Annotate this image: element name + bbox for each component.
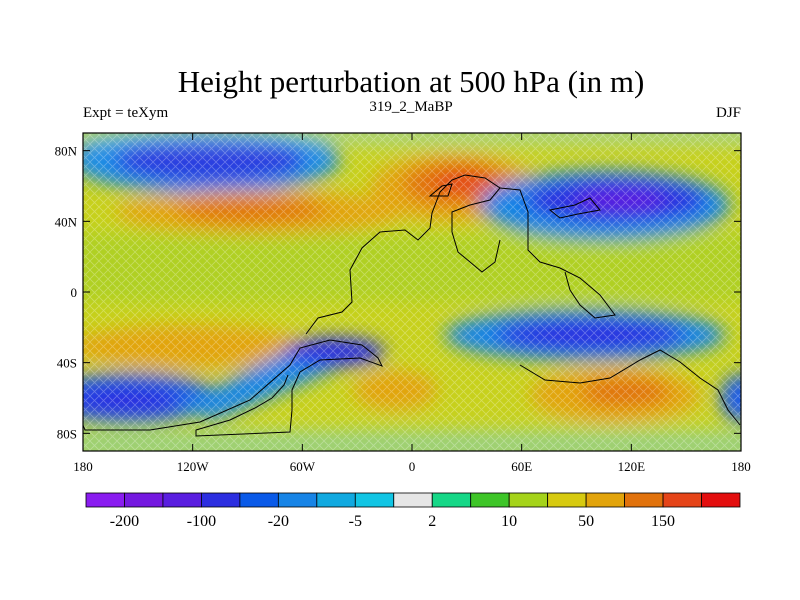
colorbar-swatch (124, 492, 164, 508)
colorbar-label: 2 (428, 513, 436, 530)
x-tick-label: 60E (511, 459, 532, 474)
y-tick-label: 40S (57, 356, 77, 371)
colorbar-swatch (85, 492, 125, 508)
right-label: DJF (716, 105, 741, 121)
colorbar-swatch (624, 492, 664, 508)
x-tick-label: 60W (290, 459, 316, 474)
coastline-americas (83, 339, 384, 437)
y-tick-label: 80S (57, 426, 77, 441)
colorbar-label: -100 (187, 513, 216, 530)
colorbar-swatch (547, 492, 587, 508)
x-tick-label: 180 (731, 459, 751, 474)
colorbar-label: -5 (349, 513, 362, 530)
y-tick-label: 0 (71, 285, 78, 300)
y-tick-label: 40N (55, 214, 78, 229)
colorbar-swatch (431, 492, 472, 508)
figure-title: Height perturbation at 500 hPa (in m) (178, 64, 645, 99)
colorbar-swatch (354, 492, 395, 508)
coastline-europe-africa (305, 174, 501, 335)
colorbar-swatch (393, 492, 433, 508)
coastline-siberia (548, 197, 601, 219)
colorbar-swatch (162, 492, 202, 508)
colorbar-label: -200 (110, 513, 139, 530)
colorbar-swatch (239, 492, 279, 508)
center-label: 319_2_MaBP (369, 99, 452, 115)
colorbar-swatch (585, 492, 625, 508)
coastline-iberia (428, 183, 453, 197)
colorbar-swatch (508, 492, 549, 508)
coastlines (83, 174, 741, 437)
left-label: Expt = teXym (83, 105, 168, 121)
y-axis: 80N 40N 0 40S 80S (55, 144, 741, 441)
coastline-asia (499, 187, 616, 319)
colorbar-swatch (662, 492, 702, 508)
map-panel: 180 120W 60W 0 60E 120E 180 80N 40N 0 40S 80S (55, 132, 751, 474)
coastline-australia (519, 349, 741, 426)
colorbar-swatch (470, 492, 510, 508)
contour-hatching (83, 133, 741, 451)
colorbar-swatch (701, 492, 741, 508)
colorbar-label: 50 (578, 513, 594, 530)
y-tick-label: 80N (55, 144, 78, 159)
colorbar-swatch (277, 492, 318, 508)
colorbar-label: 150 (651, 513, 675, 530)
colorbar-label: -20 (268, 513, 289, 530)
colorbar-label: 10 (501, 513, 517, 530)
x-tick-label: 180 (73, 459, 93, 474)
colorbar-swatch (316, 492, 356, 508)
x-tick-label: 120E (618, 459, 646, 474)
colorbar-swatch (201, 492, 241, 508)
x-axis: 180 120W 60W 0 60E 120E 180 (73, 133, 751, 474)
x-tick-label: 120W (177, 459, 210, 474)
x-tick-label: 0 (409, 459, 416, 474)
colorbar: -200 -100 -20 -5 2 10 50 150 (85, 492, 741, 530)
